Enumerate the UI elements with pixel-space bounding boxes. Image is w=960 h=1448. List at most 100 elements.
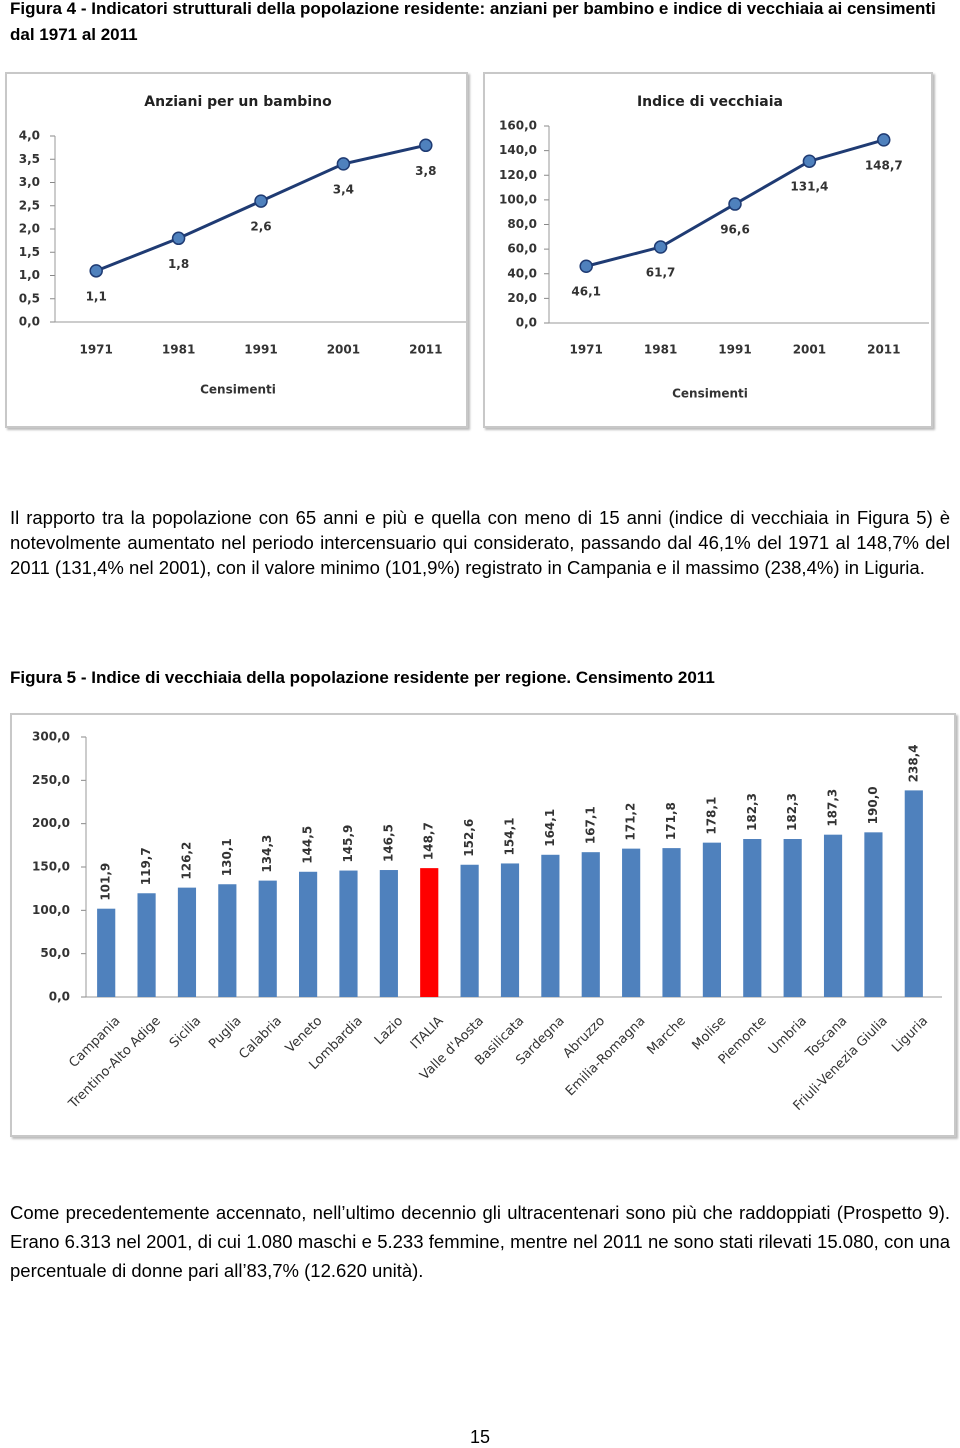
x-tick-label: 1981 [644, 343, 677, 357]
bar [823, 834, 843, 997]
y-tick-label: 120,0 [499, 168, 537, 182]
bar [581, 852, 600, 997]
y-tick-label: 20,0 [507, 291, 537, 305]
bar [541, 854, 560, 997]
figure-caption: Figura 4 - Indicatori strutturali della … [10, 0, 936, 44]
data-label: 190,0 [866, 786, 880, 824]
data-label: 178,1 [704, 797, 718, 835]
marker [802, 154, 817, 168]
paragraph: Il rapporto tra la popolazione con 65 an… [10, 507, 950, 578]
y-tick-label: 0,5 [19, 291, 40, 305]
y-tick-label: 0,0 [516, 316, 537, 330]
data-label: 131,4 [790, 180, 828, 194]
x-tick-label: Calabria [236, 1014, 285, 1063]
x-tick-label: Lazio [372, 1014, 406, 1048]
bar [218, 884, 237, 997]
data-label: 148,7 [422, 822, 436, 860]
x-tick-label: 2001 [793, 343, 826, 357]
y-tick-label: 150,0 [32, 860, 70, 874]
y-tick-label: 100,0 [499, 192, 537, 206]
y-tick-label: 60,0 [507, 242, 537, 256]
bar [904, 790, 923, 997]
x-tick-label: 2011 [867, 343, 900, 357]
x-tick-label: Liguria [889, 1014, 931, 1056]
data-label: 145,9 [341, 825, 355, 863]
y-tick-label: 160,0 [499, 119, 537, 133]
data-label: 182,3 [745, 793, 759, 831]
marker [171, 231, 186, 246]
marker [419, 138, 433, 153]
y-tick-label: 50,0 [40, 946, 70, 960]
data-label: 187,3 [826, 789, 840, 827]
x-tick-label: 1971 [79, 343, 112, 357]
data-label: 164,1 [543, 809, 557, 847]
marker [877, 133, 891, 147]
data-label: 182,3 [785, 793, 799, 831]
data-label: 134,3 [260, 835, 274, 873]
paragraph: Come precedentemente accennato, nell’ult… [10, 1202, 950, 1281]
marker [336, 157, 351, 171]
bar [622, 848, 641, 997]
data-label: 119,7 [139, 847, 153, 885]
marker [653, 240, 668, 254]
y-tick-label: 250,0 [32, 773, 70, 787]
x-tick-label: Molise [689, 1014, 729, 1054]
data-label: 3,8 [415, 164, 436, 178]
y-tick-label: 1,5 [19, 245, 40, 259]
data-label: 171,2 [624, 803, 638, 841]
data-label: 130,1 [220, 838, 234, 876]
y-tick-label: 0,0 [49, 990, 70, 1004]
bar [702, 842, 721, 997]
bar [97, 908, 116, 997]
x-tick-label: ITALIA [408, 1014, 447, 1053]
bar [500, 863, 520, 997]
chart: Indice di vecchiaia Censimenti 0,0 20,0 40,0… [483, 72, 933, 428]
y-tick-label: 4,0 [19, 129, 40, 143]
y-tick-label: 40,0 [507, 266, 537, 280]
x-tick-label: 1991 [244, 343, 277, 357]
chart: 0,050,0100,0150,0200,0250,0300,0101,9Cam… [10, 713, 956, 1137]
bar [379, 870, 398, 997]
x-tick-label: Puglia [206, 1014, 244, 1052]
data-label: 154,1 [503, 817, 517, 855]
bar [662, 848, 681, 997]
data-label: 167,1 [583, 806, 597, 844]
data-label: 61,7 [646, 266, 676, 280]
y-tick-label: 3,0 [19, 175, 40, 189]
x-axis-label: Censimenti [672, 387, 748, 401]
bar [783, 839, 802, 997]
marker [579, 259, 593, 273]
x-tick-label: 1971 [569, 343, 602, 357]
page-number: 15 [469, 1427, 491, 1447]
y-tick-label: 1,0 [19, 268, 40, 282]
x-tick-label: 2011 [409, 343, 442, 357]
x-axis-label: Censimenti [200, 383, 276, 397]
data-label: 3,4 [333, 182, 354, 196]
data-label: 238,4 [906, 744, 920, 782]
marker [89, 264, 103, 278]
data-label: 101,9 [99, 863, 113, 901]
y-tick-label: 2,0 [19, 222, 40, 236]
bar [339, 870, 358, 997]
x-tick-label: 1981 [162, 343, 195, 357]
chart: Anziani per un bambino Censimenti 0,0 0,5 1,… [5, 72, 468, 428]
data-label: 1,1 [86, 289, 107, 303]
bar [137, 893, 156, 997]
y-tick-label: 140,0 [499, 143, 537, 157]
data-label: 148,7 [865, 158, 903, 172]
y-tick-label: 80,0 [507, 217, 537, 231]
data-label: 152,6 [462, 819, 476, 857]
data-label: 146,5 [381, 824, 395, 862]
bar [460, 864, 479, 997]
y-tick-label: 3,5 [19, 152, 40, 166]
chart-title: Anziani per un bambino [144, 94, 332, 110]
data-label: 171,8 [664, 802, 678, 840]
y-tick-label: 300,0 [32, 730, 70, 744]
x-tick-label: Marche [645, 1014, 689, 1058]
y-tick-label: 2,5 [19, 198, 40, 212]
line [95, 143, 427, 273]
figure-caption: Figura 5 - Indice di vecchiaia della pop… [10, 668, 715, 687]
data-label: 2,6 [250, 220, 271, 234]
data-label: 96,6 [720, 223, 750, 237]
